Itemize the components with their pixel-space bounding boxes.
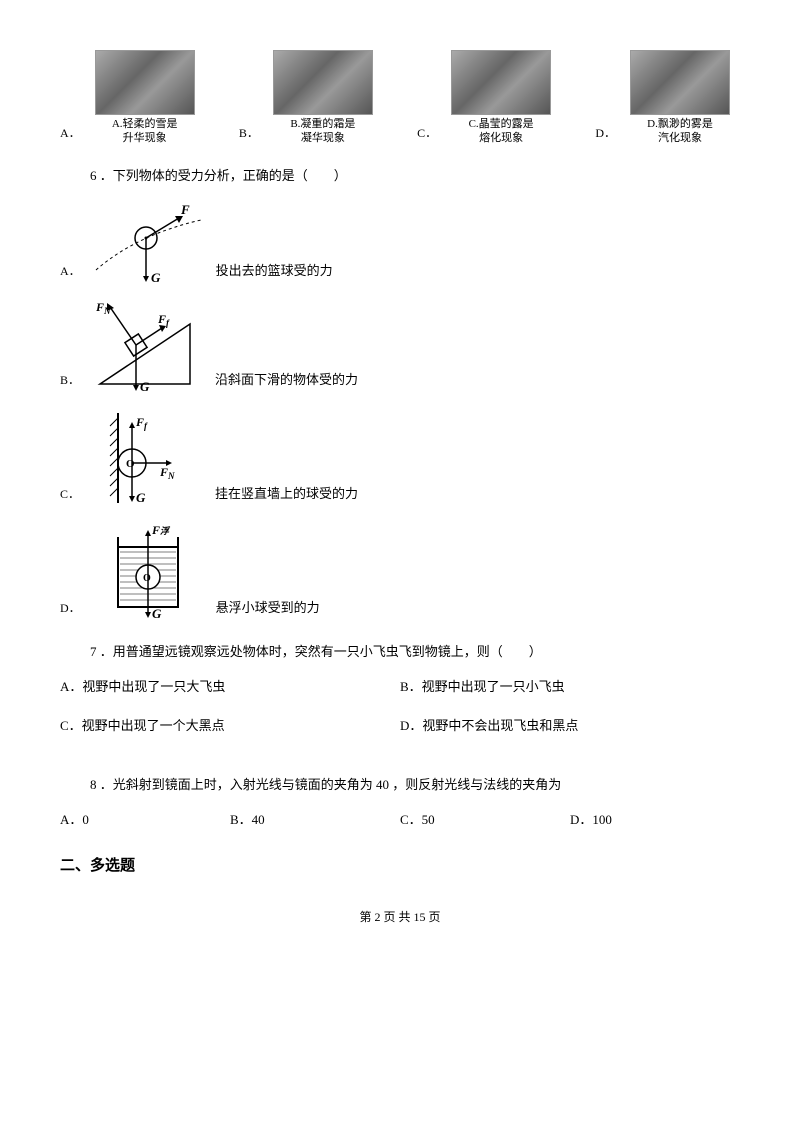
q5-image-options: A． A.轻柔的雪是 升华现象 B． B.凝重的霜是 凝华现象 C． C.晶莹的… [60,50,740,146]
q7-option-a: A．视野中出现了一只大飞虫 [60,677,400,698]
option-text: 悬浮小球受到的力 [216,598,320,623]
q7-option-c: C．视野中出现了一个大黑点 [60,716,400,737]
force-diagram-wall-ball: O Ff FN G [90,408,205,508]
q5-option-b: B． B.凝重的霜是 凝华现象 [239,50,383,146]
option-block: B.凝重的霜是 凝华现象 [263,50,383,146]
q6-option-b: B． FN Ff G 沿斜面下滑的物体受的力 [60,299,740,394]
option-letter: A． [60,124,81,145]
caption-line2: 升华现象 [85,131,205,145]
svg-text:F浮: F浮 [151,523,171,537]
option-block: A.轻柔的雪是 升华现象 [85,50,205,146]
q7-stem: 7 ．用普通望远镜观察远处物体时，突然有一只小飞虫飞到物镜上，则（ ） [90,642,740,663]
caption-line1: A.轻柔的雪是 [85,117,205,131]
option-letter: C． [417,124,437,145]
option-letter: A． [60,262,81,285]
caption-line1: D.飘渺的雾是 [620,117,740,131]
caption-line1: B.凝重的霜是 [263,117,383,131]
q7-option-b: B．视野中出现了一只小飞虫 [400,677,740,698]
q8-option-a: A．0 [60,810,230,831]
option-letter: B． [239,124,259,145]
svg-text:Ff: Ff [157,312,170,328]
thumbnail-image [451,50,551,115]
q5-option-a: A． A.轻柔的雪是 升华现象 [60,50,205,146]
option-block: C.晶莹的露是 熔化现象 [441,50,561,146]
caption-line1: C.晶莹的露是 [441,117,561,131]
q6-stem: 6 ．下列物体的受力分析，正确的是（ ） [90,166,740,187]
page-footer: 第 2 页 共 15 页 [60,908,740,927]
option-letter: C． [60,485,80,508]
option-text: 挂在竖直墙上的球受的力 [215,484,358,509]
thumbnail-image [95,50,195,115]
svg-text:G: G [136,490,146,505]
option-block: D.飘渺的雾是 汽化现象 [620,50,740,146]
caption-line2: 汽化现象 [620,131,740,145]
svg-text:G: G [140,379,150,394]
force-diagram-incline: FN Ff G [90,299,205,394]
option-letter: B． [60,371,80,394]
q7-option-d: D．视野中不会出现飞虫和黑点 [400,716,740,737]
caption-line2: 凝华现象 [263,131,383,145]
svg-text:F: F [180,202,190,217]
q6-option-d: D． O F浮 G 悬浮小球受到的力 [60,522,740,622]
svg-text:G: G [151,270,161,285]
caption-line2: 熔化现象 [441,131,561,145]
q5-option-c: C． C.晶莹的露是 熔化现象 [417,50,561,146]
force-diagram-basketball: F G [91,200,206,285]
option-text: 投出去的篮球受的力 [216,261,333,286]
option-letter: D． [595,124,616,145]
option-letter: D． [60,599,81,622]
svg-text:O: O [143,573,151,584]
q8-stem: 8 ．光斜射到镜面上时，入射光线与镜面的夹角为 40 ，则反射光线与法线的夹角为 [90,775,740,796]
svg-text:O: O [126,458,135,470]
q5-option-d: D． D.飘渺的雾是 汽化现象 [595,50,740,146]
thumbnail-image [630,50,730,115]
svg-text:FN: FN [95,300,111,316]
q6-option-a: A． F G 投出去的篮球受的力 [60,200,740,285]
thumbnail-image [273,50,373,115]
q7-options: A．视野中出现了一只大飞虫 B．视野中出现了一只小飞虫 C．视野中出现了一个大黑… [60,677,740,755]
q8-option-d: D．100 [570,810,740,831]
svg-text:Ff: Ff [135,415,148,431]
force-diagram-float-ball: O F浮 G [91,522,206,622]
q8-option-b: B．40 [230,810,400,831]
section-2-heading: 二、多选题 [60,854,740,878]
svg-text:G: G [152,606,162,621]
option-text: 沿斜面下滑的物体受的力 [215,370,358,395]
q8-options: A．0 B．40 C．50 D．100 [60,810,740,831]
q6-option-c: C． O Ff FN G 挂在竖直墙上的球受的力 [60,408,740,508]
q8-option-c: C．50 [400,810,570,831]
svg-text:FN: FN [159,465,175,481]
